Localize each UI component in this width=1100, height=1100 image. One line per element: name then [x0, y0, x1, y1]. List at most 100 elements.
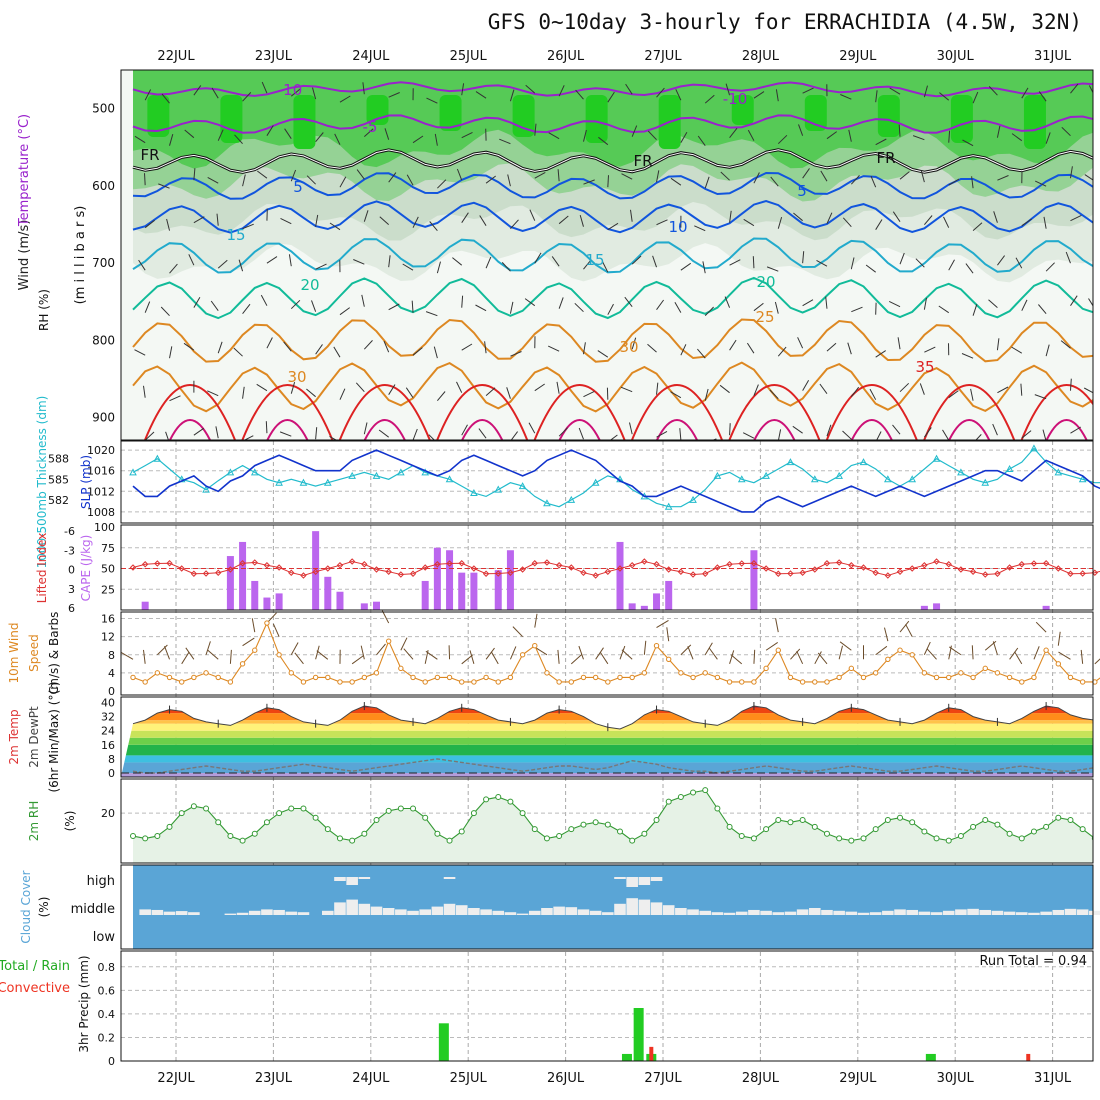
wind-barb-10m	[1014, 651, 1023, 665]
wind-barb	[1092, 424, 1093, 426]
wind-barb	[412, 428, 418, 440]
lifted-index-point	[543, 559, 551, 566]
cloud-middle-block	[942, 910, 955, 915]
cloud-middle-block	[431, 906, 444, 915]
wind-barb	[169, 133, 174, 146]
wind-speed-point	[507, 674, 514, 681]
wind-barb	[426, 97, 438, 104]
lifted-index-point	[811, 566, 819, 573]
wind-barb	[558, 427, 568, 437]
cape-bar	[141, 601, 149, 610]
wind-barb-10m	[839, 641, 852, 651]
day-tick-label-bottom: 25JUL	[450, 1071, 488, 1086]
wind-speed-point	[568, 679, 574, 685]
wind-tick-label: 4	[108, 667, 115, 680]
wind-barb	[826, 424, 832, 437]
lifted-index-point	[860, 564, 867, 571]
wind-barb	[770, 176, 779, 187]
wind-speed-point	[1019, 679, 1025, 685]
wind-barb	[1020, 383, 1023, 396]
lifted-index-tick-label: 6	[68, 602, 75, 615]
thickness-point	[737, 475, 746, 483]
wind-barb	[996, 338, 1000, 351]
wind-barb-10m	[294, 652, 304, 665]
cape-bar	[360, 603, 368, 610]
lifted-index-point	[409, 570, 417, 577]
wind-barb	[802, 251, 805, 264]
lifted-index-point	[263, 562, 271, 569]
day-tick-label-bottom: 31JUL	[1034, 1071, 1072, 1086]
wind-barb	[144, 431, 155, 440]
precip-total-bar	[925, 1053, 936, 1061]
wind-barb	[290, 169, 297, 182]
wind-speed-point	[848, 665, 855, 672]
wind-barb	[388, 303, 400, 311]
wind-barb	[652, 255, 657, 268]
wind-barb	[363, 340, 373, 350]
rh-point	[1067, 817, 1074, 823]
rh-point	[714, 805, 721, 812]
rh-point	[300, 805, 307, 812]
lifted-index-point	[458, 560, 465, 567]
wind-barb	[484, 341, 487, 354]
wind-speed-point	[544, 670, 550, 676]
isotherm-line	[132, 237, 1093, 274]
temp-band	[121, 737, 1093, 745]
wind-barb	[702, 261, 706, 274]
isotherm-line	[132, 81, 1093, 98]
cape-bar	[226, 556, 234, 610]
cloud-sky	[133, 865, 1093, 949]
wind-barb	[607, 91, 615, 103]
isotherm-label: FR	[633, 152, 652, 170]
pressure-tick-label: 600	[92, 179, 115, 193]
thickness-point	[202, 485, 210, 493]
wind-barb	[742, 432, 755, 439]
isotherm-label: 15	[585, 251, 604, 269]
wind-barb	[601, 261, 609, 273]
cloud-middle-block	[151, 909, 164, 915]
pressure-tick-label: 900	[92, 411, 115, 425]
wind-barb	[1021, 218, 1032, 227]
temp-line	[132, 705, 1093, 730]
wind-barb-10m	[376, 643, 386, 656]
wind-speed-point	[556, 679, 562, 685]
rh-point	[665, 798, 672, 805]
wind-barb	[138, 259, 146, 271]
temp-tick-label: 40	[101, 697, 115, 710]
cloud-high-block	[626, 877, 638, 887]
wind-barb	[510, 219, 519, 230]
wind-barb	[753, 172, 760, 184]
wind-barb	[729, 210, 732, 223]
wind-barb	[411, 300, 414, 313]
thickness-point	[591, 478, 600, 486]
temp-band	[121, 744, 1093, 756]
wind-barb	[842, 217, 852, 228]
rh-point	[422, 814, 429, 821]
rh-point	[227, 833, 234, 840]
wind-barb	[306, 388, 316, 398]
cloud-middle-block	[1028, 912, 1040, 915]
cloud-middle-block	[796, 909, 809, 915]
cloud-middle-block	[334, 902, 346, 915]
lifted-index-point	[616, 565, 624, 572]
cloud-ylabel-1: Cloud Cover	[19, 870, 33, 943]
lifted-index-point	[1055, 565, 1062, 572]
wind-barb	[405, 387, 414, 398]
cloud-middle-block	[894, 909, 906, 915]
wind-barb	[766, 266, 779, 272]
lifted-index-point	[190, 570, 198, 577]
wind-barb	[582, 342, 586, 355]
rh-high-cell	[585, 95, 608, 143]
wind-barb	[997, 255, 1006, 266]
rh-point	[349, 837, 356, 844]
panel-frame-precip	[120, 950, 1094, 1062]
wind-barb	[290, 299, 301, 310]
cloud-middle-block	[553, 906, 565, 915]
wind-barb	[583, 179, 595, 185]
lifted-index-point	[799, 569, 806, 576]
lifted-index-point	[835, 559, 843, 566]
lifted-index-point	[592, 572, 599, 579]
rh-point	[178, 810, 185, 817]
lifted-index-point	[141, 561, 149, 568]
